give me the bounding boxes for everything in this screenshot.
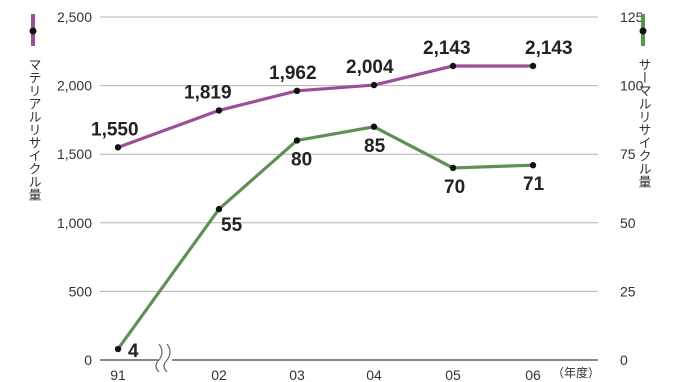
left-tick-label: 2,500 [57, 9, 92, 25]
x-tick-label: 06 [525, 367, 541, 382]
right-axis-label: サーマルリサイクル量 [636, 58, 652, 188]
material-data-point [215, 107, 223, 114]
material-data-label: 2,143 [525, 38, 573, 59]
thermal-data-label: 4 [128, 341, 139, 362]
thermal-data-label: 71 [523, 174, 545, 195]
material-data-label: 1,819 [184, 82, 232, 103]
thermal-data-label: 85 [364, 136, 386, 157]
right-legend-dot [639, 27, 647, 35]
right-tick-label: 75 [620, 146, 636, 162]
thermal-data-label: 55 [221, 215, 243, 236]
material-data-point [529, 62, 537, 70]
left-tick-label: 1,500 [57, 146, 92, 162]
thermal-data-point [370, 123, 378, 130]
left-tick-label: 500 [69, 283, 93, 299]
axis-break-mark [155, 343, 163, 373]
right-tick-label: 125 [620, 9, 644, 25]
x-unit-label: （年度） [552, 365, 600, 380]
x-tick-label: 03 [289, 367, 305, 382]
thermal-data-point [114, 345, 122, 353]
thermal-data-point [529, 161, 537, 169]
left-tick-label: 1,000 [57, 215, 92, 231]
left-legend-dot [29, 27, 37, 35]
x-tick-label: 02 [211, 367, 227, 382]
axis-break-mark [163, 343, 171, 373]
material-data-point [449, 62, 457, 70]
thermal-series-line [116, 125, 534, 350]
x-tick-label: 91 [110, 367, 126, 382]
material-data-label: 1,550 [91, 119, 139, 140]
right-tick-label: 100 [620, 78, 644, 94]
thermal-data-point [293, 137, 301, 144]
thermal-data-label: 80 [291, 149, 312, 170]
right-tick-label: 50 [620, 215, 636, 231]
material-data-point [293, 87, 301, 95]
thermal-data-point [215, 205, 223, 213]
material-data-label: 2,004 [346, 57, 394, 78]
thermal-data-label: 70 [444, 177, 465, 198]
material-data-label: 2,143 [423, 38, 471, 59]
right-tick-label: 0 [620, 352, 628, 368]
material-series-line [117, 64, 533, 149]
material-data-point [370, 81, 378, 89]
right-tick-label: 25 [620, 283, 636, 299]
thermal-data-point [449, 164, 457, 172]
left-axis-label: マテリアルリサイクル量 [26, 58, 42, 201]
material-data-label: 1,962 [269, 63, 317, 84]
left-tick-label: 0 [84, 352, 92, 368]
left-tick-label: 2,000 [57, 78, 92, 94]
material-data-point [114, 144, 122, 151]
x-tick-label: 04 [366, 367, 382, 382]
x-tick-label: 05 [445, 367, 461, 382]
